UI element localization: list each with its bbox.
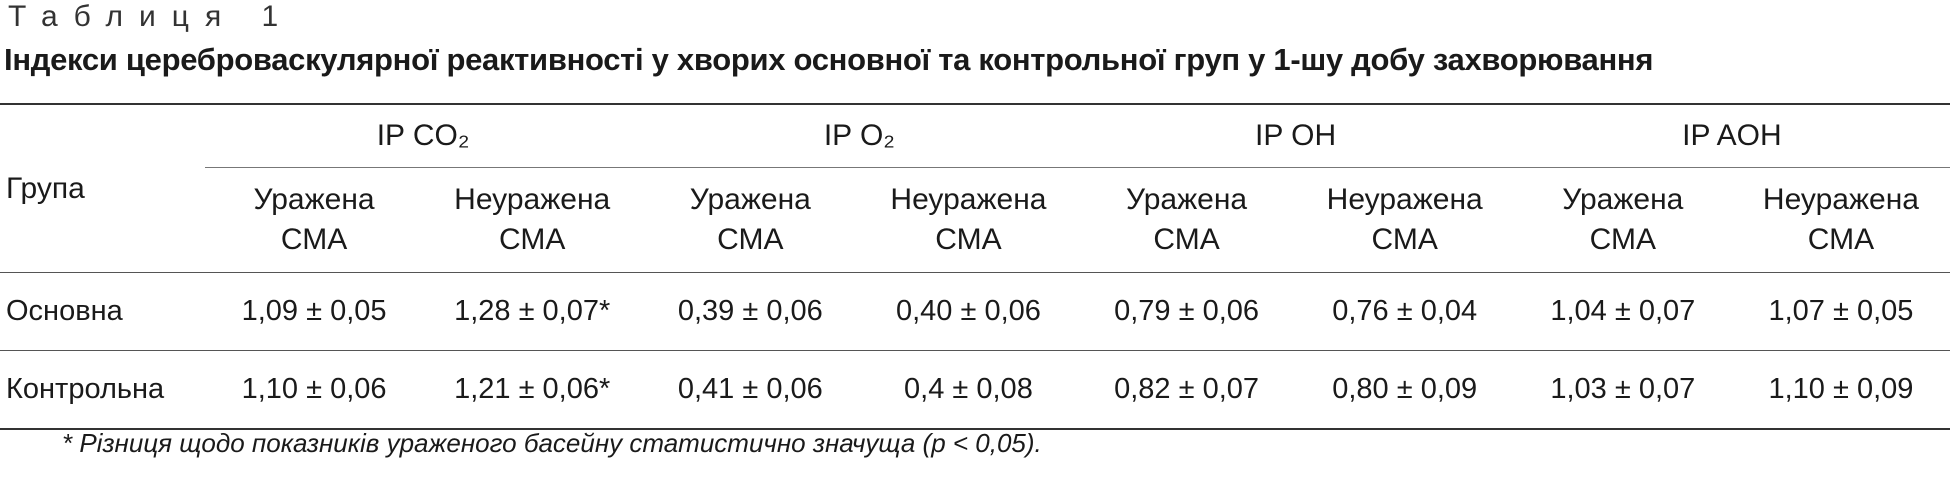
subheader-cell: Уражена СМА — [641, 168, 859, 273]
footnote: * Різниця щодо показників ураженого басе… — [62, 428, 1042, 458]
subheader-text: Уражена СМА — [1562, 183, 1684, 256]
value-cell: 1,10 ± 0,09 — [1768, 373, 1914, 405]
subheader-cell: Неуражена СМА — [859, 168, 1077, 273]
column-group-header: IP O₂ — [641, 104, 1078, 168]
subheader-text: Уражена СМА — [253, 183, 375, 256]
value-cell: 0,40 ± 0,06 — [895, 295, 1041, 327]
value-cell: 0,39 ± 0,06 — [677, 295, 823, 327]
table-title: Індекси цереброваскулярної реактивності … — [4, 42, 1654, 77]
header-row: Група IP CO₂ IP O₂ IP OH IP AOH — [0, 104, 1950, 205]
column-group-header: IP CO₂ — [205, 104, 642, 168]
subheader-cell: Неуражена СМА — [423, 168, 641, 273]
value-cell: 1,04 ± 0,07 — [1550, 295, 1696, 327]
value-cell: 1,03 ± 0,07 — [1550, 373, 1696, 405]
column-group-header: IP AOH — [1513, 104, 1950, 168]
value-cell: 0,41 ± 0,06 — [677, 373, 823, 405]
subheader-cell: Уражена СМА — [205, 168, 423, 273]
value-cell: 0,4 ± 0,08 — [904, 373, 1033, 405]
table-caption: Таблиця 1 — [8, 0, 295, 33]
table-head: Група IP CO₂ IP O₂ IP OH IP AOH Уражена СМА… — [0, 104, 1950, 273]
row-label: Основна — [6, 295, 123, 327]
table-body: Основна 1,09 ± 0,05 1,28 ± 0,07* 0,39 ± 0,0… — [0, 272, 1950, 429]
value-cell: 1,28 ± 0,07* — [454, 295, 611, 327]
value-cell: 1,09 ± 0,05 — [241, 295, 387, 327]
data-table: Група IP CO₂ IP O₂ IP OH IP AOH Уражена СМА… — [0, 103, 1950, 430]
value-cell: 1,21 ± 0,06* — [454, 373, 611, 405]
subheader-text: Уражена СМА — [689, 183, 811, 256]
subheader-row: Уражена СМА Неуражена СМА Уражена СМА Неура… — [0, 168, 1950, 273]
group-header: Група — [6, 171, 85, 205]
value-cell: 0,82 ± 0,07 — [1114, 373, 1260, 405]
subheader-text: Неуражена СМА — [1762, 183, 1919, 256]
subheader-cell: Уражена СМА — [1514, 168, 1732, 273]
row-label: Контрольна — [6, 373, 165, 405]
value-cell: 1,10 ± 0,06 — [241, 373, 387, 405]
subheader-text: Неуражена СМА — [454, 183, 611, 256]
subheader-cell: Неуражена СМА — [1296, 168, 1514, 273]
table-row: Контрольна 1,10 ± 0,06 1,21 ± 0,06* 0,41 ± … — [0, 350, 1950, 429]
value-cell: 1,07 ± 0,05 — [1768, 295, 1914, 327]
value-cell: 0,79 ± 0,06 — [1114, 295, 1260, 327]
subheader-text: Уражена СМА — [1126, 183, 1248, 256]
subheader-cell: Уражена СМА — [1078, 168, 1296, 273]
subheader-cell: Неуражена СМА — [1732, 168, 1950, 273]
value-cell: 0,76 ± 0,04 — [1332, 295, 1478, 327]
table-row: Основна 1,09 ± 0,05 1,28 ± 0,07* 0,39 ± 0,0… — [0, 272, 1950, 351]
subheader-text: Неуражена СМА — [1326, 183, 1483, 256]
subheader-text: Неуражена СМА — [890, 183, 1047, 256]
column-group-header: IP OH — [1077, 104, 1514, 168]
value-cell: 0,80 ± 0,09 — [1332, 373, 1478, 405]
